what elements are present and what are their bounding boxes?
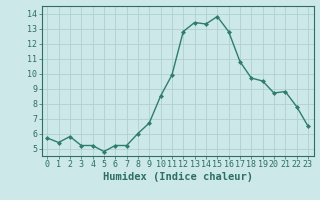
X-axis label: Humidex (Indice chaleur): Humidex (Indice chaleur) — [103, 172, 252, 182]
